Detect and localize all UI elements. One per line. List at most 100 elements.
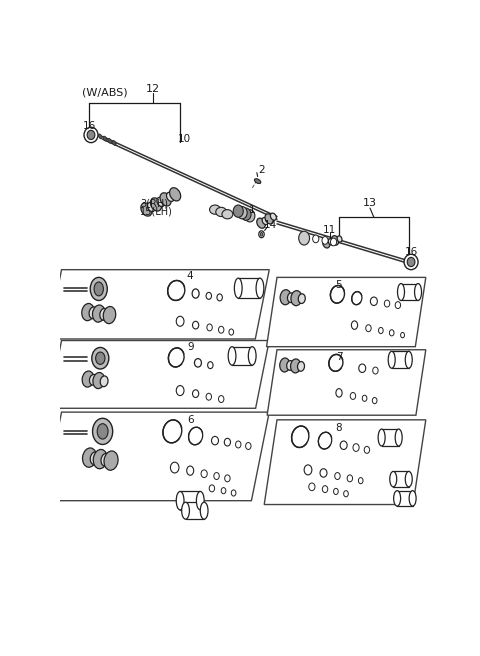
Ellipse shape xyxy=(93,373,105,388)
Ellipse shape xyxy=(210,205,220,215)
Ellipse shape xyxy=(101,453,110,466)
Ellipse shape xyxy=(209,485,215,492)
Ellipse shape xyxy=(93,305,105,322)
Ellipse shape xyxy=(320,469,327,477)
Polygon shape xyxy=(48,270,269,339)
Ellipse shape xyxy=(94,282,103,296)
Ellipse shape xyxy=(241,208,251,220)
Ellipse shape xyxy=(104,451,118,470)
Ellipse shape xyxy=(229,329,234,335)
Ellipse shape xyxy=(207,324,212,331)
Ellipse shape xyxy=(390,472,397,487)
Ellipse shape xyxy=(82,304,94,321)
Ellipse shape xyxy=(200,502,208,519)
Ellipse shape xyxy=(372,398,377,403)
Text: 7: 7 xyxy=(336,352,342,363)
Bar xyxy=(397,491,413,506)
Polygon shape xyxy=(48,340,269,408)
Ellipse shape xyxy=(401,333,405,338)
Ellipse shape xyxy=(330,285,345,303)
Text: 10: 10 xyxy=(178,134,191,144)
Ellipse shape xyxy=(222,210,233,219)
Ellipse shape xyxy=(337,236,342,242)
Ellipse shape xyxy=(292,426,309,447)
Ellipse shape xyxy=(298,361,304,371)
Ellipse shape xyxy=(169,188,180,201)
Ellipse shape xyxy=(340,441,347,449)
Ellipse shape xyxy=(181,502,190,519)
Ellipse shape xyxy=(228,346,236,365)
Ellipse shape xyxy=(304,465,312,475)
Ellipse shape xyxy=(218,396,224,403)
Ellipse shape xyxy=(103,136,107,141)
Text: 11: 11 xyxy=(323,224,336,235)
Polygon shape xyxy=(264,420,426,504)
Ellipse shape xyxy=(288,293,294,302)
Ellipse shape xyxy=(256,278,264,298)
Bar xyxy=(180,491,200,510)
Ellipse shape xyxy=(214,472,219,480)
Ellipse shape xyxy=(189,427,203,445)
Bar xyxy=(382,429,399,446)
Text: 13: 13 xyxy=(363,199,377,209)
Bar xyxy=(186,502,204,519)
Ellipse shape xyxy=(384,300,390,307)
Ellipse shape xyxy=(409,491,416,506)
Ellipse shape xyxy=(237,207,247,219)
Ellipse shape xyxy=(160,193,171,206)
Ellipse shape xyxy=(236,441,241,448)
Ellipse shape xyxy=(270,213,276,220)
Bar xyxy=(393,472,409,487)
Ellipse shape xyxy=(260,232,263,236)
Ellipse shape xyxy=(216,207,227,216)
Ellipse shape xyxy=(265,214,274,224)
Ellipse shape xyxy=(362,395,367,401)
Ellipse shape xyxy=(395,302,401,308)
Ellipse shape xyxy=(108,138,111,143)
Bar xyxy=(232,346,252,365)
Ellipse shape xyxy=(318,432,332,449)
Ellipse shape xyxy=(245,210,255,222)
Ellipse shape xyxy=(112,140,116,146)
Text: 6: 6 xyxy=(187,415,193,425)
Ellipse shape xyxy=(168,348,184,367)
Text: 8: 8 xyxy=(336,422,342,432)
Ellipse shape xyxy=(379,327,383,334)
Ellipse shape xyxy=(224,438,230,446)
Ellipse shape xyxy=(176,491,184,510)
Polygon shape xyxy=(267,350,426,415)
Ellipse shape xyxy=(378,429,385,446)
Ellipse shape xyxy=(147,203,155,212)
Ellipse shape xyxy=(344,491,348,497)
Text: 2: 2 xyxy=(258,165,265,174)
Ellipse shape xyxy=(405,472,412,487)
Ellipse shape xyxy=(280,290,291,305)
Bar xyxy=(238,278,260,298)
Ellipse shape xyxy=(334,488,338,495)
Text: 9: 9 xyxy=(187,342,193,352)
Ellipse shape xyxy=(90,277,107,300)
Ellipse shape xyxy=(336,388,342,397)
Ellipse shape xyxy=(298,294,305,304)
Ellipse shape xyxy=(196,491,204,510)
Ellipse shape xyxy=(90,452,100,465)
Ellipse shape xyxy=(322,237,328,244)
Ellipse shape xyxy=(287,361,294,370)
Bar xyxy=(401,283,418,300)
Ellipse shape xyxy=(192,321,199,329)
Ellipse shape xyxy=(176,316,184,326)
Text: 3(RH): 3(RH) xyxy=(140,199,168,209)
Ellipse shape xyxy=(97,424,108,439)
Ellipse shape xyxy=(350,392,356,400)
Ellipse shape xyxy=(323,239,330,248)
Ellipse shape xyxy=(405,352,412,368)
Ellipse shape xyxy=(309,483,315,491)
Ellipse shape xyxy=(93,419,113,445)
Ellipse shape xyxy=(194,359,202,367)
Ellipse shape xyxy=(352,292,362,304)
Ellipse shape xyxy=(290,359,300,373)
Ellipse shape xyxy=(231,490,236,496)
Ellipse shape xyxy=(364,446,370,453)
Ellipse shape xyxy=(170,462,179,473)
Ellipse shape xyxy=(291,291,302,306)
